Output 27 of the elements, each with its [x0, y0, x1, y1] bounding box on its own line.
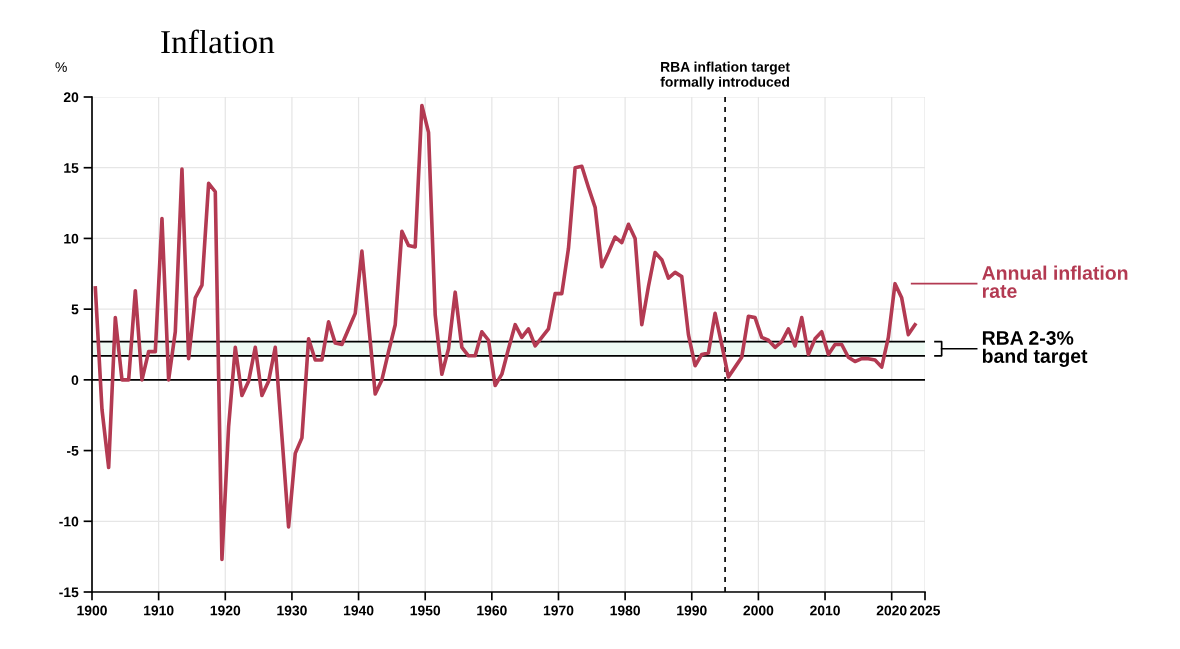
y-tick-label: 10	[64, 233, 79, 244]
chart-title: Inflation	[161, 29, 275, 54]
x-tick-label: 1910	[144, 605, 174, 616]
x-tick-label: 2025	[910, 605, 941, 616]
x-tick-label: 1920	[210, 605, 241, 616]
x-tick-label: 1930	[277, 605, 307, 616]
x-tick-label: 2020	[876, 605, 907, 616]
x-tick-label: 2000	[743, 605, 774, 616]
x-tick-label: 1900	[77, 605, 107, 616]
x-tick-label: 1990	[677, 605, 707, 616]
y-axis-title: %	[55, 62, 67, 72]
ref-line-label: RBA inflation target formally introduced	[660, 61, 790, 90]
x-tick-label: 1940	[343, 605, 374, 616]
x-tick-label: 1960	[477, 605, 507, 616]
band-label: RBA 2-3% band target	[982, 331, 1088, 367]
x-tick-label: 1950	[410, 605, 441, 616]
x-tick-label: 1970	[543, 605, 574, 616]
y-tick-label: -5	[67, 446, 79, 456]
y-tick-label: -10	[59, 516, 79, 527]
x-tick-label: 2010	[810, 605, 840, 616]
y-tick-label: 0	[71, 375, 79, 386]
y-tick-label: 5	[71, 304, 79, 315]
y-tick-label: -15	[59, 587, 79, 598]
x-tick-label: 1980	[610, 605, 640, 616]
legend-label: Annual inflation rate	[982, 265, 1128, 298]
y-tick-label: 20	[63, 92, 79, 103]
y-tick-label: 15	[64, 163, 79, 173]
